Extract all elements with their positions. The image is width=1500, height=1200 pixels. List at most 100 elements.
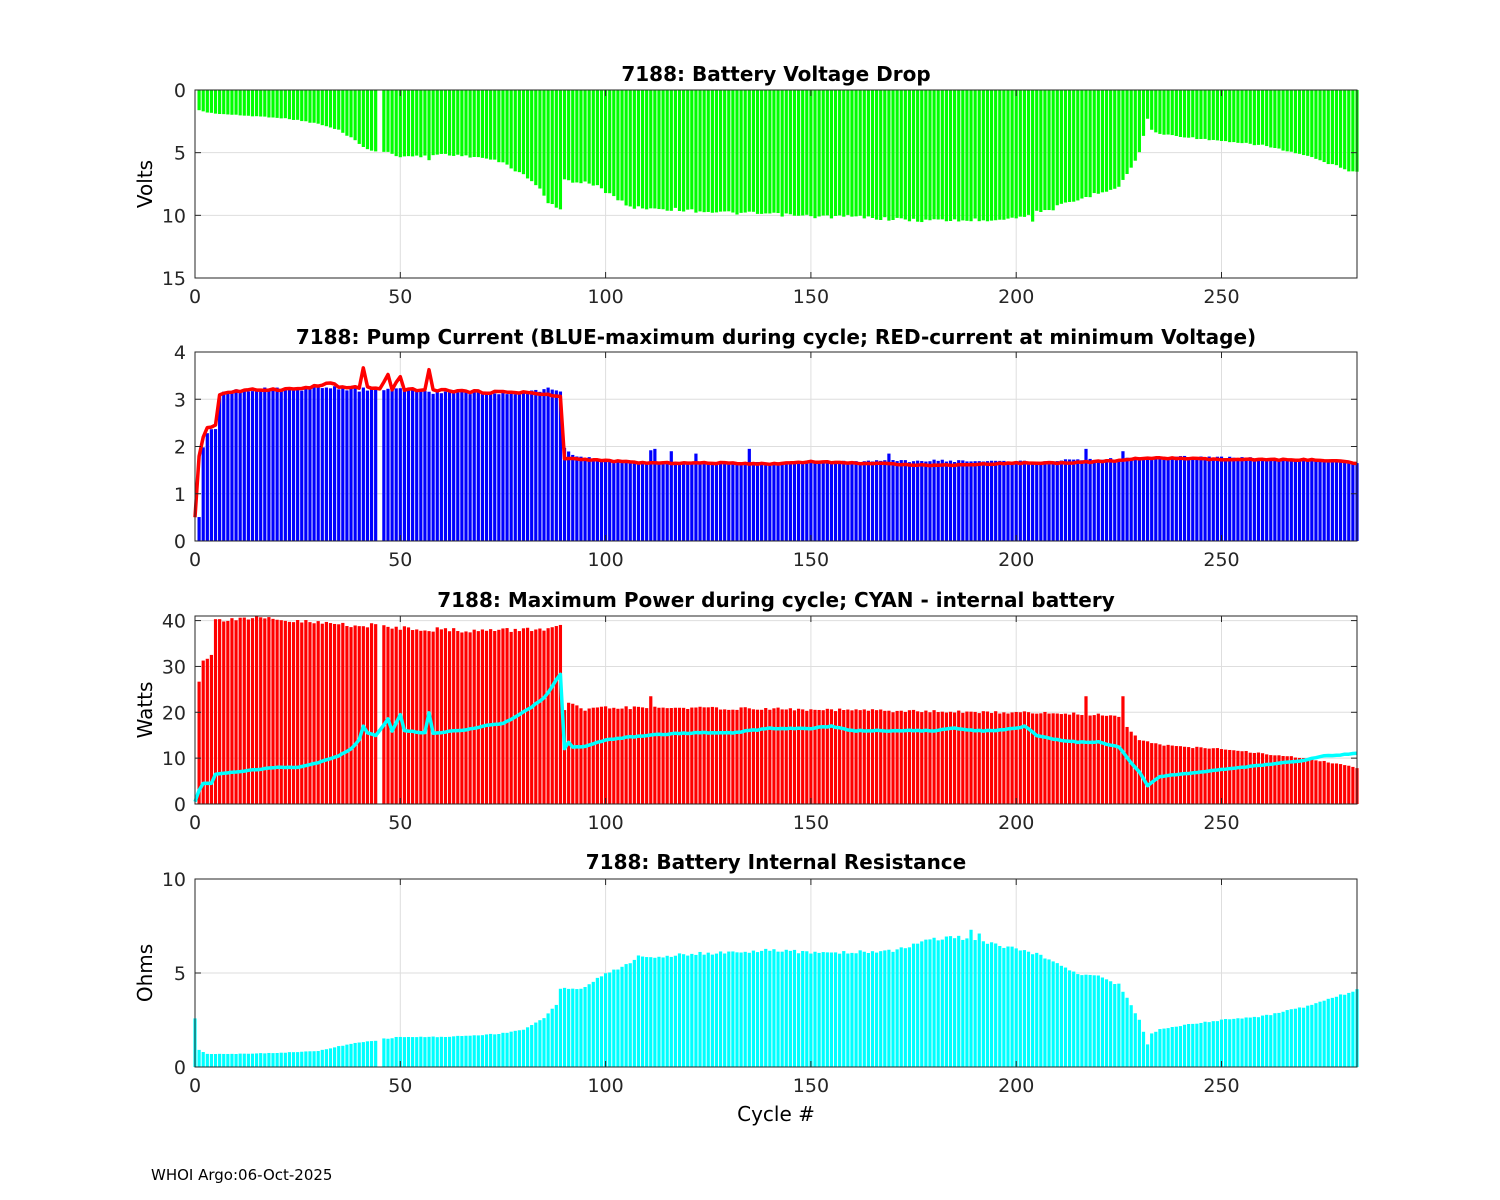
bar [1117,983,1121,1067]
bar [1043,90,1047,211]
bar [977,461,981,541]
bar [1018,950,1022,1067]
bar [480,392,485,541]
bar [936,712,940,804]
bar [353,388,357,541]
bar [1252,1016,1256,1067]
bar [608,460,612,541]
bar [1043,461,1047,541]
bar [509,1031,513,1067]
bar [1022,711,1027,804]
bar [907,462,912,541]
bar [1178,90,1183,138]
bar [1104,90,1109,192]
bar [1211,458,1215,541]
bar [1006,713,1010,804]
bar [953,90,957,220]
bar [525,90,530,179]
bar [620,966,624,1067]
bar [1326,460,1330,541]
bar [887,949,891,1067]
bar [743,707,747,804]
bar [665,708,669,804]
bar [415,1037,419,1067]
bar [394,1036,398,1067]
bar [546,1013,550,1067]
bar [1211,90,1215,140]
bar [829,463,834,541]
bar [538,1020,542,1067]
bar [452,628,456,804]
bar [1014,711,1018,804]
bar [1031,90,1035,222]
bar [1240,90,1244,144]
bar [1338,994,1343,1067]
bar [411,90,415,157]
bar [279,620,283,804]
bar [1199,456,1203,541]
bar [731,951,735,1067]
bar [242,1053,246,1067]
bar [698,90,702,212]
bar [838,90,842,216]
bar [209,654,214,804]
bar [489,1033,493,1067]
bar [517,631,521,804]
bar [304,90,308,122]
bar [809,90,813,217]
bar [743,951,747,1067]
bar [739,463,743,541]
bar [562,987,567,1067]
bar [1145,457,1150,541]
bar [1158,90,1162,134]
bar [735,952,739,1067]
bar [1035,952,1039,1067]
bar [296,387,300,541]
bar [624,461,628,541]
bar [850,710,854,804]
bar [464,90,468,156]
bar [780,463,784,541]
bar [242,389,246,541]
bar [1039,461,1043,541]
bar [706,707,710,804]
bar [1240,1018,1244,1067]
bar [1191,458,1195,541]
bar [838,953,842,1067]
bar [1084,696,1088,804]
bar [772,462,776,541]
y-tick-label: 5 [174,963,186,985]
bar [550,627,554,804]
y-tick-label: 10 [162,205,186,227]
y-tick-label: 15 [162,268,186,290]
chart-title: 7188: Maximum Power during cycle; CYAN -… [437,588,1115,612]
bar [291,90,296,120]
bar [1063,967,1068,1067]
bar [1232,90,1236,143]
bar [1219,749,1224,804]
bar [1182,455,1187,541]
bar [603,706,608,804]
bar [521,90,526,175]
x-tick-label: 50 [388,549,412,571]
bar [1096,460,1100,541]
x-tick-label: 0 [189,812,201,834]
bar [780,951,784,1067]
bar [587,457,591,541]
bar [579,708,583,804]
bar [427,391,431,541]
bar [349,90,353,138]
bar [1162,1028,1166,1067]
bar [1351,90,1355,172]
bar [497,394,501,541]
bar [349,1043,353,1067]
bar [645,90,649,210]
chart-voltage-drop: 7188: Battery Voltage Drop Volts 0 50 100 1… [133,62,1359,308]
bar [788,708,792,804]
bar [858,950,862,1067]
bar [961,460,965,541]
bar [1219,1019,1224,1067]
bar [394,388,398,541]
bar [788,463,792,541]
